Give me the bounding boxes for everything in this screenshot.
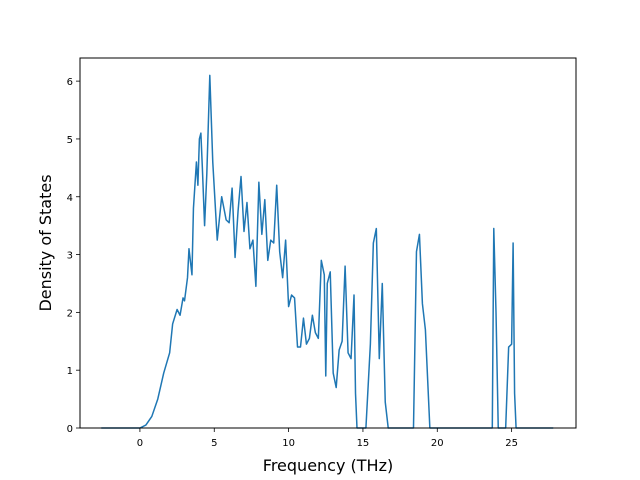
x-axis-label: Frequency (THz) — [263, 456, 393, 475]
y-axis-ticks: 0 1 2 3 4 5 6 — [67, 77, 80, 435]
y-tick-label: 2 — [67, 308, 73, 319]
x-axis-ticks: 0 5 10 15 20 25 — [137, 428, 518, 449]
x-tick-label: 10 — [282, 438, 295, 449]
y-tick-label: 3 — [67, 251, 73, 262]
y-tick-label: 4 — [67, 193, 73, 204]
x-tick-label: 25 — [505, 438, 518, 449]
x-tick-label: 20 — [431, 438, 444, 449]
y-tick-label: 0 — [67, 424, 73, 435]
y-tick-label: 5 — [67, 135, 73, 146]
y-axis-label: Density of States — [36, 174, 55, 311]
axes-frame — [79, 57, 577, 429]
x-tick-label: 5 — [211, 438, 217, 449]
x-tick-label: 0 — [137, 438, 143, 449]
x-tick-label: 15 — [357, 438, 370, 449]
y-tick-label: 1 — [67, 366, 73, 377]
plot-area — [101, 74, 554, 429]
y-tick-label: 6 — [67, 77, 73, 88]
dos-series-line-0 — [101, 74, 554, 429]
